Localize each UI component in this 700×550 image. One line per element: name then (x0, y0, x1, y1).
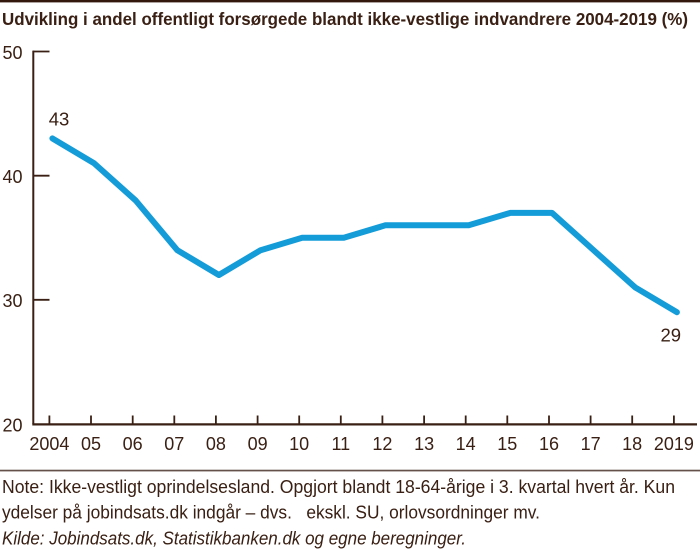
svg-text:Note: Ikke-vestligt oprindelse: Note: Ikke-vestligt oprindelsesland. Opg… (2, 477, 675, 497)
svg-text:40: 40 (2, 167, 22, 187)
svg-text:2019: 2019 (654, 434, 694, 454)
svg-text:2004: 2004 (29, 434, 69, 454)
svg-text:43: 43 (49, 109, 70, 130)
svg-text:06: 06 (123, 434, 143, 454)
svg-text:Udvikling i andel offentligt f: Udvikling i andel offentligt forsørgede … (2, 9, 688, 29)
svg-text:11: 11 (331, 434, 350, 454)
svg-text:16: 16 (539, 434, 559, 454)
svg-text:30: 30 (2, 291, 22, 311)
svg-text:18: 18 (622, 434, 642, 454)
svg-text:Kilde: Jobindsats.dk, Statisti: Kilde: Jobindsats.dk, Statistikbanken.dk… (2, 529, 466, 549)
svg-text:12: 12 (372, 434, 392, 454)
svg-text:09: 09 (248, 434, 268, 454)
svg-text:13: 13 (414, 434, 434, 454)
svg-text:50: 50 (2, 43, 22, 63)
svg-text:05: 05 (81, 434, 101, 454)
svg-text:20: 20 (2, 415, 22, 435)
svg-text:ydelser på jobindsats.dk indgå: ydelser på jobindsats.dk indgår – dvs. e… (2, 503, 540, 523)
svg-text:17: 17 (581, 434, 601, 454)
svg-text:07: 07 (164, 434, 184, 454)
svg-text:29: 29 (661, 325, 682, 346)
svg-text:10: 10 (289, 434, 309, 454)
svg-text:14: 14 (456, 434, 476, 454)
svg-text:15: 15 (497, 434, 517, 454)
svg-text:08: 08 (206, 434, 226, 454)
